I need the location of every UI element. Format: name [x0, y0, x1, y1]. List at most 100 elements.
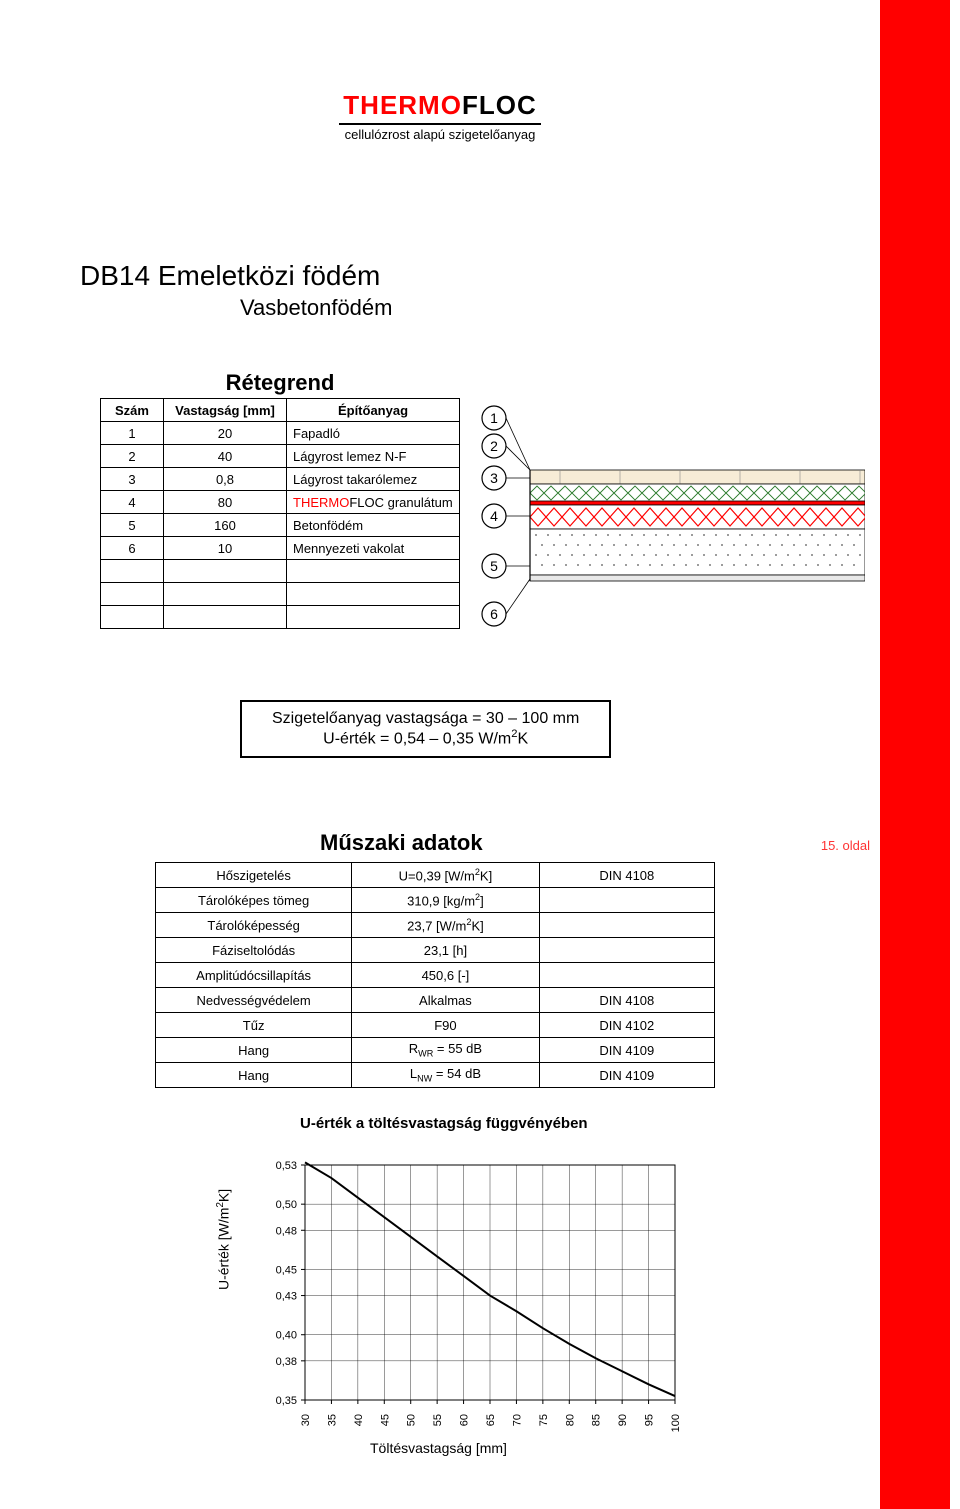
brand-block: THERMOFLOC cellulózrost alapú szigetelőa… [290, 90, 590, 142]
tech-cell: Fáziseltolódás [156, 938, 352, 963]
tech-row: Amplitúdócsillapítás450,6 [-] [156, 963, 715, 988]
layer-cell: 4 [101, 491, 164, 514]
svg-text:6: 6 [490, 606, 498, 622]
svg-text:65: 65 [485, 1414, 497, 1426]
layer-cell: Lágyrost lemez N-F [287, 445, 460, 468]
svg-text:35: 35 [326, 1414, 338, 1426]
tech-cell: F90 [352, 1013, 539, 1038]
svg-text:0,48: 0,48 [276, 1225, 297, 1237]
brand-floc: FLOC [462, 90, 537, 120]
layer-cell-empty [101, 606, 164, 629]
layer-column-header: Építőanyag [287, 399, 460, 422]
tech-cell: DIN 4102 [539, 1013, 714, 1038]
layer-row: 480THERMOFLOC granulátum [101, 491, 460, 514]
tech-row: HőszigetelésU=0,39 [W/m2K]DIN 4108 [156, 863, 715, 888]
tech-cell: Hang [156, 1063, 352, 1088]
svg-text:0,38: 0,38 [276, 1356, 297, 1368]
tech-cell: 450,6 [-] [352, 963, 539, 988]
layer-cell: Mennyezeti vakolat [287, 537, 460, 560]
svg-text:3: 3 [490, 470, 498, 486]
layer-cell: 80 [164, 491, 287, 514]
layer-cell: Fapadló [287, 422, 460, 445]
document-subtitle: Vasbetonfödém [240, 295, 392, 321]
tech-cell [539, 888, 714, 913]
svg-text:40: 40 [353, 1414, 365, 1426]
tech-cell: RWR = 55 dB [352, 1038, 539, 1063]
layer-cell: 40 [164, 445, 287, 468]
svg-text:1: 1 [490, 410, 498, 426]
tech-row: HangLNW = 54 dBDIN 4109 [156, 1063, 715, 1088]
tech-cell: Hőszigetelés [156, 863, 352, 888]
layer-cell: Betonfödém [287, 514, 460, 537]
svg-text:4: 4 [490, 508, 498, 524]
layer-cell: THERMOFLOC granulátum [287, 491, 460, 514]
tech-cell: DIN 4108 [539, 863, 714, 888]
layer-cell-empty [164, 583, 287, 606]
layer-cell-empty [164, 560, 287, 583]
u-value-chart: 0,350,380,400,430,450,480,500,5330354045… [255, 1155, 685, 1435]
layer-cell: 5 [101, 514, 164, 537]
layer-row-empty [101, 583, 460, 606]
side-vertical-label: Födémek és padlók15 [952, 200, 960, 634]
layer-row: 5160Betonfödém [101, 514, 460, 537]
svg-text:85: 85 [591, 1414, 603, 1426]
tech-row: Fáziseltolódás23,1 [h] [156, 938, 715, 963]
svg-text:75: 75 [538, 1414, 550, 1426]
svg-text:100: 100 [670, 1414, 682, 1432]
tech-cell [539, 938, 714, 963]
svg-text:50: 50 [406, 1414, 418, 1426]
svg-text:60: 60 [459, 1414, 471, 1426]
tech-cell: Tárolóképesség [156, 913, 352, 938]
layer-cell: 3 [101, 468, 164, 491]
chart-title: U-érték a töltésvastagság függvényében [300, 1115, 588, 1132]
info-line-1: Szigetelőanyag vastagsága = 30 – 100 mm [272, 710, 579, 728]
layer-cell-empty [164, 606, 287, 629]
tech-cell: DIN 4109 [539, 1063, 714, 1088]
layer-row: 240Lágyrost lemez N-F [101, 445, 460, 468]
tech-row: NedvességvédelemAlkalmasDIN 4108 [156, 988, 715, 1013]
tech-cell: Hang [156, 1038, 352, 1063]
tech-cell [539, 963, 714, 988]
svg-text:0,35: 0,35 [276, 1395, 297, 1407]
svg-text:0,40: 0,40 [276, 1330, 297, 1342]
tech-cell: Amplitúdócsillapítás [156, 963, 352, 988]
tech-cell: DIN 4109 [539, 1038, 714, 1063]
tech-row: Tárolóképesség23,7 [W/m2K] [156, 913, 715, 938]
tech-cell [539, 913, 714, 938]
tech-cell: DIN 4108 [539, 988, 714, 1013]
layer-column-header: Vastagság [mm] [164, 399, 287, 422]
tech-cell: Nedvességvédelem [156, 988, 352, 1013]
svg-text:70: 70 [511, 1414, 523, 1426]
cross-section-diagram: 123456 [470, 400, 865, 670]
layer-cell: 1 [101, 422, 164, 445]
page-number-label: 15. oldal [821, 838, 870, 853]
tech-cell: 23,1 [h] [352, 938, 539, 963]
tech-cell: Tűz [156, 1013, 352, 1038]
tech-cell: 310,9 [kg/m2] [352, 888, 539, 913]
tech-row: HangRWR = 55 dBDIN 4109 [156, 1038, 715, 1063]
svg-text:30: 30 [300, 1414, 312, 1426]
tech-cell: Tárolóképes tömeg [156, 888, 352, 913]
svg-text:0,50: 0,50 [276, 1199, 297, 1211]
layer-cell: 20 [164, 422, 287, 445]
layer-row: 30,8Lágyrost takarólemez [101, 468, 460, 491]
page: Födémek és padlók15 THERMOFLOC cellulózr… [0, 0, 960, 1509]
layer-table-title: Rétegrend [100, 370, 460, 396]
tech-data-table: HőszigetelésU=0,39 [W/m2K]DIN 4108Tároló… [155, 862, 715, 1088]
document-title: DB14 Emeletközi födém [80, 260, 380, 292]
layer-cell: 0,8 [164, 468, 287, 491]
info-line-2: U-érték = 0,54 – 0,35 W/m2K [272, 728, 579, 748]
layer-table: SzámVastagság [mm]Építőanyag 120Fapadló2… [100, 398, 460, 629]
brand-title: THERMOFLOC [339, 90, 540, 125]
svg-text:90: 90 [617, 1414, 629, 1426]
svg-text:0,53: 0,53 [276, 1160, 297, 1172]
chart-x-axis-label: Töltésvastagság [mm] [370, 1440, 507, 1456]
brand-subtitle: cellulózrost alapú szigetelőanyag [290, 127, 590, 142]
layer-cell-empty [101, 560, 164, 583]
insulation-info-box: Szigetelőanyag vastagsága = 30 – 100 mm … [240, 700, 611, 758]
layer-cell-empty [101, 583, 164, 606]
svg-text:55: 55 [432, 1414, 444, 1426]
layer-row: 120Fapadló [101, 422, 460, 445]
tech-cell: U=0,39 [W/m2K] [352, 863, 539, 888]
layer-row: 610Mennyezeti vakolat [101, 537, 460, 560]
